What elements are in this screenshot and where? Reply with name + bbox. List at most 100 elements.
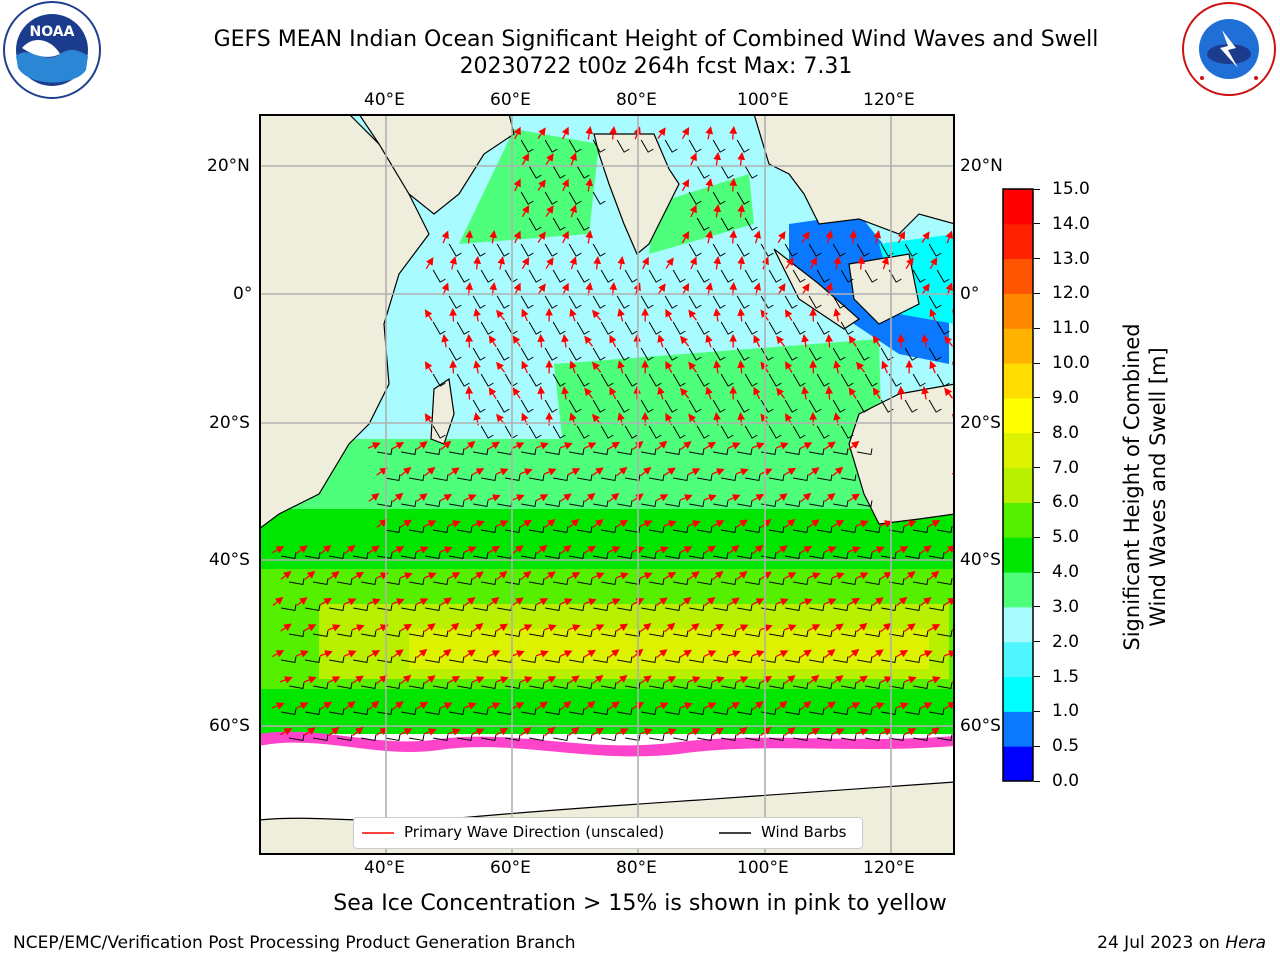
wind-barb [593, 448, 609, 456]
wave-direction-arrow [392, 441, 405, 450]
wave-direction-arrow [593, 255, 602, 270]
wave-direction-arrow [640, 466, 652, 476]
wind-barb [744, 425, 758, 439]
wind-barb [840, 269, 854, 283]
wind-barb [377, 708, 393, 716]
wind-barb [433, 630, 449, 638]
wave-direction-arrow [855, 520, 869, 528]
wave-direction-arrow [416, 648, 428, 659]
wave-direction-arrow [737, 255, 746, 270]
wave-direction-arrow [392, 649, 404, 658]
wind-barb [457, 630, 473, 638]
wave-direction-arrow [569, 256, 577, 270]
wind-barb [625, 578, 641, 586]
wind-barb [713, 500, 729, 508]
wind-barb [449, 448, 465, 456]
y-tick-right-20n: 20°N [960, 156, 1003, 176]
wave-direction-arrow [824, 648, 836, 658]
wind-barb [529, 474, 545, 482]
wind-barb [841, 682, 857, 690]
wind-barb [648, 269, 662, 283]
wind-barb [937, 630, 953, 638]
wave-direction-arrow [944, 387, 954, 399]
wave-direction-arrow [857, 255, 866, 270]
wave-direction-arrow [777, 283, 786, 295]
wave-direction-arrow [319, 650, 333, 658]
wave-direction-arrow [487, 702, 501, 710]
wind-barb [617, 500, 633, 508]
wind-barb [737, 500, 753, 508]
wave-direction-arrow [519, 468, 533, 476]
wave-direction-arrow [569, 360, 577, 374]
wind-barb [697, 734, 713, 742]
wind-barb [520, 399, 534, 413]
wave-direction-arrow [689, 256, 697, 270]
wave-direction-arrow [615, 728, 629, 736]
colorbar-segment [1003, 676, 1033, 712]
wind-barb [641, 448, 657, 456]
wind-barb [913, 526, 929, 534]
wind-barb [528, 425, 542, 439]
legend-barb-swatch [719, 832, 751, 834]
chart-title: GEFS MEAN Indian Ocean Significant Heigh… [213, 27, 1099, 52]
wind-barb [544, 243, 558, 257]
wave-direction-arrow [872, 597, 884, 606]
wind-barb [913, 682, 929, 690]
wave-direction-arrow [521, 360, 529, 374]
wind-barb [473, 552, 489, 560]
wind-barb [649, 734, 665, 742]
wind-barb [456, 373, 470, 387]
wave-direction-arrow [561, 230, 569, 244]
wind-barb [544, 139, 558, 153]
wave-direction-arrow [351, 624, 365, 632]
wind-barb [688, 347, 702, 361]
wind-barb [600, 321, 614, 335]
wind-barb [841, 474, 857, 482]
wind-barb [576, 165, 590, 179]
wave-direction-arrow [487, 494, 501, 502]
wind-barb [905, 656, 921, 664]
wind-barb [672, 321, 686, 335]
wind-barb [401, 500, 417, 508]
wave-direction-arrow [895, 546, 909, 554]
wind-barb [329, 708, 345, 716]
wind-barb [865, 578, 881, 586]
wave-direction-arrow [703, 702, 717, 710]
wind-barb [521, 604, 537, 612]
wave-direction-arrow [568, 727, 580, 736]
wave-direction-arrow [320, 597, 333, 606]
wave-direction-arrow [488, 596, 500, 607]
wave-direction-arrow [663, 520, 677, 528]
wind-barb [689, 604, 705, 612]
wave-direction-arrow [800, 545, 813, 554]
wind-barb [744, 269, 758, 283]
wind-barb [649, 526, 665, 534]
wind-barb [521, 552, 537, 560]
wind-barb [337, 682, 353, 690]
wind-barb [425, 552, 441, 560]
wind-barb [616, 347, 630, 361]
wind-barb [624, 373, 638, 387]
wind-barb [529, 734, 545, 742]
wave-direction-arrow [592, 674, 604, 684]
colorbar-tick-mark [1034, 397, 1040, 399]
wind-barb [737, 656, 753, 664]
wind-barb [648, 321, 662, 335]
wind-barb [689, 448, 705, 456]
footer-date: 24 Jul 2023 on Hera [1097, 933, 1266, 953]
wave-direction-arrow [689, 204, 697, 218]
wave-direction-arrow [327, 624, 341, 632]
nws-logo [1182, 2, 1276, 96]
wave-direction-arrow [295, 702, 309, 710]
wind-barb [577, 578, 593, 586]
wave-direction-arrow [368, 700, 380, 711]
wind-barb [785, 708, 801, 716]
wave-direction-arrow [872, 335, 881, 347]
wave-direction-arrow [448, 467, 460, 476]
wave-direction-arrow [784, 675, 796, 684]
wave-direction-arrow [463, 546, 477, 554]
wave-direction-arrow [801, 386, 809, 400]
wave-direction-arrow [440, 440, 452, 451]
wave-direction-arrow [785, 257, 794, 269]
wave-direction-arrow [823, 598, 837, 606]
